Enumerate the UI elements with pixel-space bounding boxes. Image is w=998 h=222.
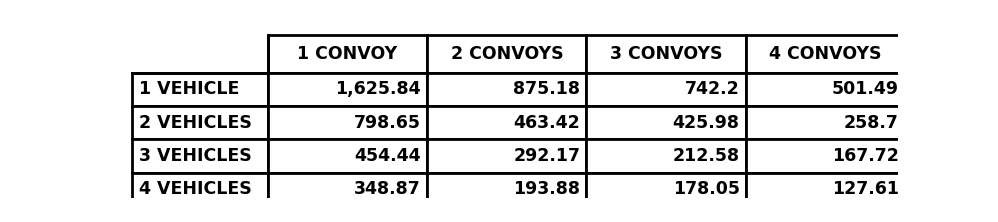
Text: 127.61: 127.61 — [832, 180, 899, 198]
Text: 425.98: 425.98 — [673, 114, 740, 132]
Text: 212.58: 212.58 — [673, 147, 740, 165]
Bar — [746, 106, 905, 139]
Text: 292.17: 292.17 — [513, 147, 580, 165]
Bar — [746, 73, 905, 106]
Bar — [746, 173, 905, 206]
Bar — [133, 139, 267, 173]
Text: 193.88: 193.88 — [513, 180, 580, 198]
Bar — [133, 35, 267, 73]
Text: 3 CONVOYS: 3 CONVOYS — [610, 45, 723, 63]
Text: 178.05: 178.05 — [673, 180, 740, 198]
Bar — [427, 173, 587, 206]
Bar — [587, 139, 746, 173]
Text: 4 VEHICLES: 4 VEHICLES — [139, 180, 251, 198]
Bar — [133, 106, 267, 139]
Bar — [267, 73, 427, 106]
Text: 2 CONVOYS: 2 CONVOYS — [450, 45, 563, 63]
Bar — [587, 173, 746, 206]
Text: 1 VEHICLE: 1 VEHICLE — [139, 80, 240, 99]
Bar — [746, 35, 905, 73]
Text: 454.44: 454.44 — [354, 147, 421, 165]
Text: 875.18: 875.18 — [513, 80, 580, 99]
Bar — [587, 35, 746, 73]
Text: 1,625.84: 1,625.84 — [335, 80, 421, 99]
Bar — [267, 106, 427, 139]
Text: 348.87: 348.87 — [354, 180, 421, 198]
Bar — [267, 139, 427, 173]
Text: 167.72: 167.72 — [832, 147, 899, 165]
Bar — [267, 35, 427, 73]
Text: 1 CONVOY: 1 CONVOY — [297, 45, 397, 63]
Text: 3 VEHICLES: 3 VEHICLES — [139, 147, 251, 165]
Bar — [746, 139, 905, 173]
Text: 798.65: 798.65 — [354, 114, 421, 132]
Bar — [587, 73, 746, 106]
Bar — [427, 35, 587, 73]
Bar — [427, 106, 587, 139]
Text: 2 VEHICLES: 2 VEHICLES — [139, 114, 251, 132]
Text: 4 CONVOYS: 4 CONVOYS — [769, 45, 882, 63]
Text: 742.2: 742.2 — [685, 80, 740, 99]
Bar — [587, 106, 746, 139]
Text: 258.7: 258.7 — [844, 114, 899, 132]
Bar — [427, 73, 587, 106]
Bar — [427, 139, 587, 173]
Text: 501.49: 501.49 — [832, 80, 899, 99]
Bar — [133, 73, 267, 106]
Bar — [267, 173, 427, 206]
Bar — [133, 173, 267, 206]
Text: 463.42: 463.42 — [514, 114, 580, 132]
